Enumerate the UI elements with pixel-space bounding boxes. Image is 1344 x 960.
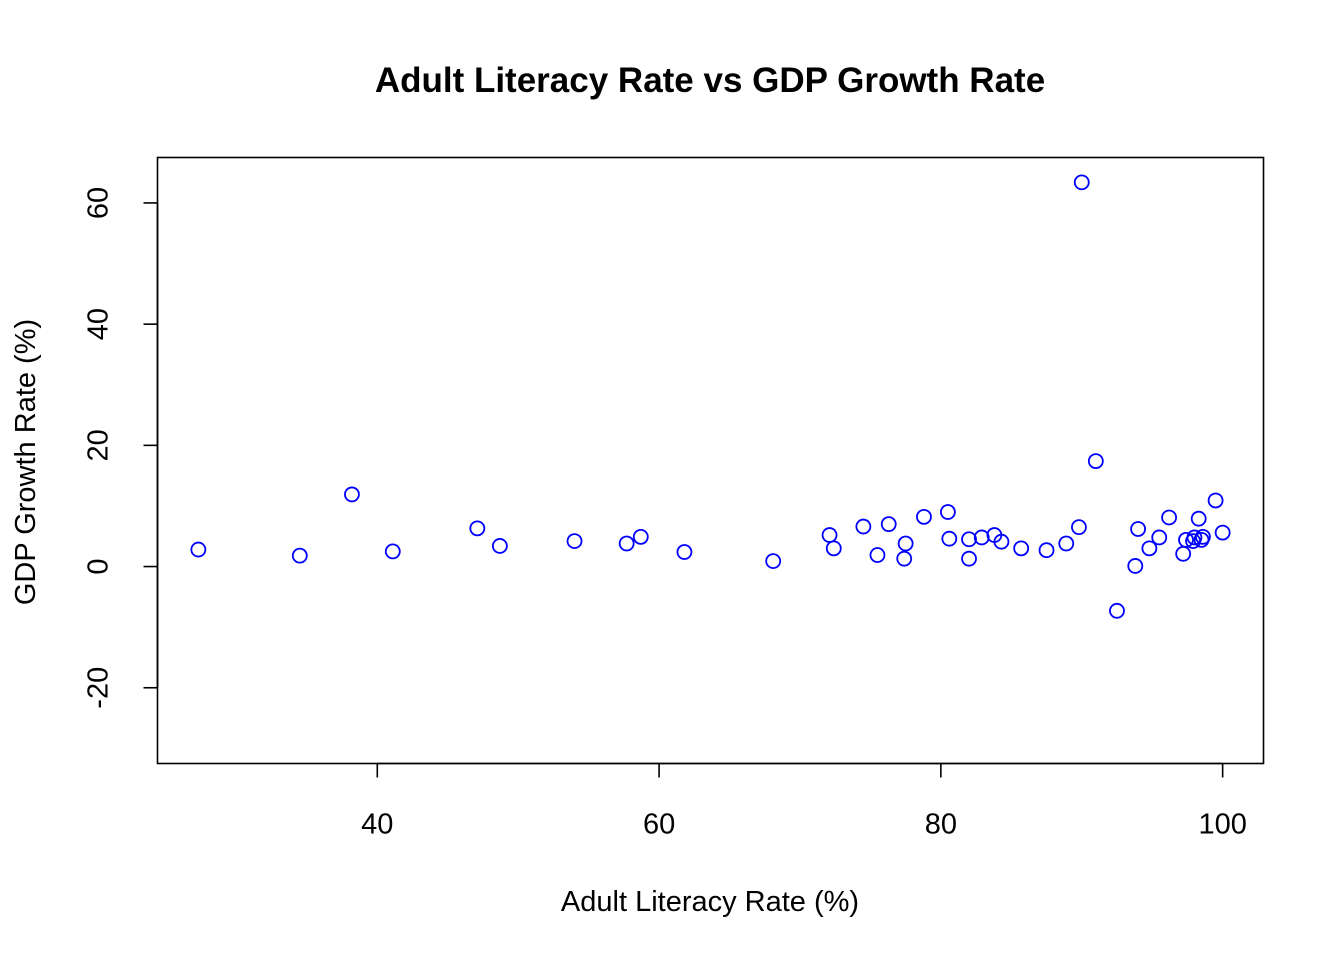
data-point (291, 547, 308, 564)
plot-frame (156, 156, 1265, 765)
data-point (897, 535, 914, 552)
data-point (1175, 545, 1192, 562)
data-point (1178, 531, 1194, 548)
data-point (1195, 528, 1211, 545)
data-point (1058, 535, 1075, 552)
data-point (190, 541, 207, 558)
data-point (632, 528, 649, 545)
data-point (384, 543, 401, 560)
data-point (1141, 540, 1158, 557)
data-point (916, 508, 932, 525)
data-point (1071, 519, 1087, 536)
y-tick-label: 0 (83, 558, 115, 574)
chart-title: Adult Literacy Rate vs GDP Growth Rate (375, 61, 1045, 100)
data-points (190, 174, 1231, 619)
data-point (825, 540, 842, 557)
y-tick-label: 20 (83, 429, 115, 461)
y-tick-label: 60 (83, 187, 115, 219)
data-point (821, 527, 838, 543)
data-point (344, 486, 360, 503)
data-point (1151, 529, 1168, 546)
y-tick-label: 40 (83, 308, 115, 340)
data-point (618, 535, 635, 552)
data-point (940, 504, 956, 520)
data-point (961, 550, 977, 567)
data-point (491, 538, 508, 554)
data-point (855, 518, 872, 535)
data-point (1127, 558, 1144, 574)
data-point (1109, 602, 1125, 619)
data-point (676, 544, 693, 560)
data-point (1190, 510, 1207, 527)
data-point (1186, 529, 1203, 546)
y-axis: -20 0 20 40 60 (83, 187, 159, 709)
x-tick-label: 60 (643, 809, 675, 841)
x-tick-label: 80 (925, 809, 957, 841)
data-point (1073, 174, 1090, 191)
x-tick-label: 40 (361, 809, 393, 841)
data-point (566, 533, 583, 549)
x-axis-label: Adult Literacy Rate (%) (561, 886, 859, 918)
data-point (941, 530, 958, 547)
data-point (469, 520, 486, 537)
data-point (993, 533, 1010, 550)
data-point (1161, 509, 1178, 526)
data-point (1214, 524, 1231, 541)
data-point (1130, 521, 1147, 537)
data-point (880, 516, 897, 533)
data-point (1038, 542, 1055, 559)
x-axis: 40 60 80 100 (361, 762, 1247, 841)
data-point (1207, 492, 1224, 509)
data-point (961, 531, 977, 548)
data-point (1013, 540, 1030, 557)
data-point (896, 550, 913, 567)
x-tick-label: 100 (1198, 809, 1246, 841)
data-point (973, 529, 990, 546)
y-tick-label: -20 (83, 667, 115, 709)
y-axis-label: GDP Growth Rate (%) (10, 319, 42, 605)
data-point (765, 553, 782, 569)
data-point (1087, 453, 1104, 470)
data-point (869, 547, 886, 563)
